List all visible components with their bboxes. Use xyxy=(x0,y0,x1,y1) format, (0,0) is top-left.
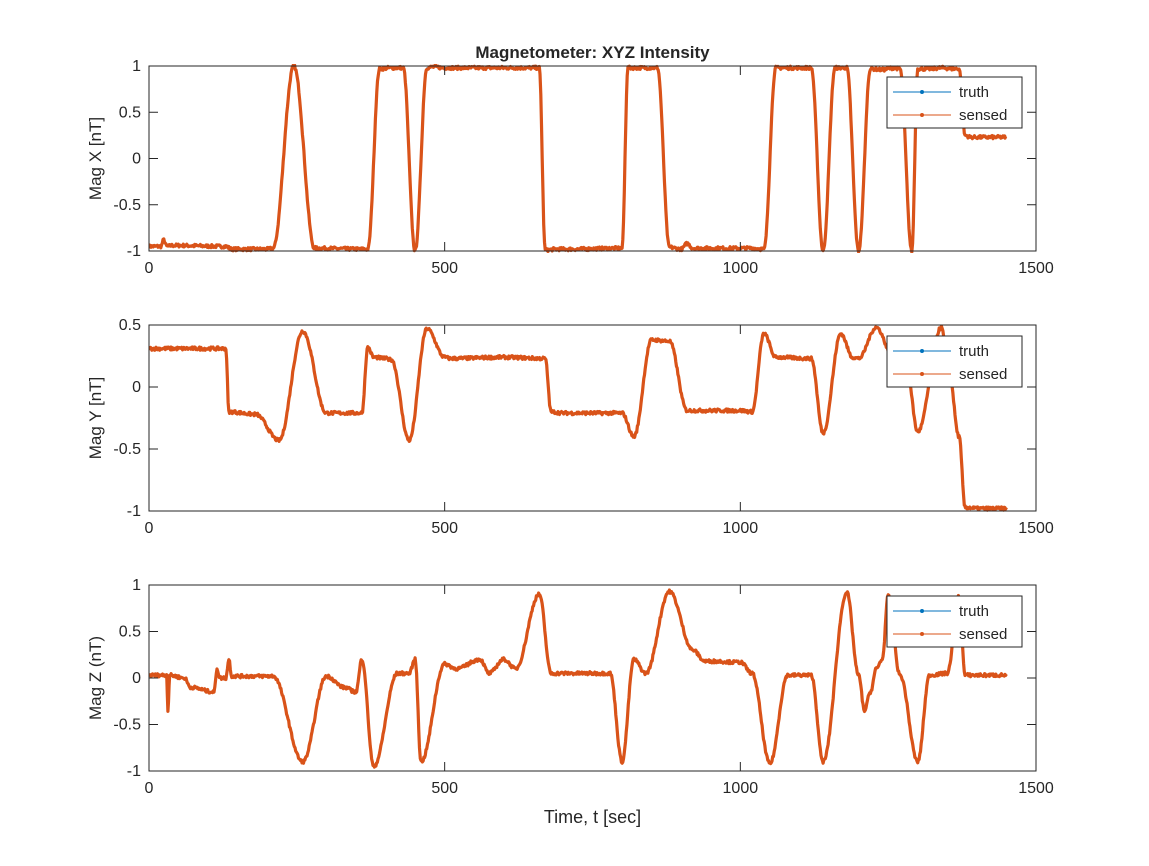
y-tick-label: 1 xyxy=(132,577,141,594)
legend-marker-sensed xyxy=(920,632,924,636)
legend-label-truth: truth xyxy=(959,603,989,620)
y-axis-label: Mag X [nT] xyxy=(86,117,105,200)
legend-box xyxy=(886,335,1023,388)
sensed-line xyxy=(149,324,1008,512)
legend[interactable]: truth sensed xyxy=(886,595,1023,648)
subplot-1: 0 500 1000 1500 -1 -0.5 0 0.5 1 Mag X [nT] Magneto… xyxy=(86,43,1054,277)
y-tick-label: -1 xyxy=(127,763,141,780)
sensed-line xyxy=(149,64,1008,253)
legend-box xyxy=(886,595,1023,648)
x-tick-label: 1000 xyxy=(723,520,759,537)
y-tick-label: -0.5 xyxy=(113,197,141,214)
chart-title: Magnetometer: XYZ Intensity xyxy=(475,43,710,62)
y-tick-label: -1 xyxy=(127,243,141,260)
legend-marker-sensed xyxy=(920,113,924,117)
y-axis-label: Mag Z (nT) xyxy=(86,636,105,720)
legend-box xyxy=(886,76,1023,129)
y-tick-label: 0 xyxy=(132,670,141,687)
x-tick-label: 0 xyxy=(145,780,154,797)
x-tick-label: 1500 xyxy=(1018,260,1054,277)
legend[interactable]: truth sensed xyxy=(886,335,1023,388)
y-tick-label: 1 xyxy=(132,58,141,75)
legend-marker-sensed xyxy=(920,372,924,376)
legend-marker-truth xyxy=(920,90,924,94)
y-axis-label: Mag Y [nT] xyxy=(86,377,105,460)
legend[interactable]: truth sensed xyxy=(886,76,1023,129)
subplot-3: 0 500 1000 1500 -1 -0.5 0 0.5 1 Mag Z (nT) truth se… xyxy=(86,577,1054,827)
y-tick-label: 0 xyxy=(132,379,141,396)
sensed-line xyxy=(149,588,1008,769)
axes-frame xyxy=(148,324,1037,512)
y-tick-label: 0.5 xyxy=(119,317,141,334)
legend-label-sensed: sensed xyxy=(959,626,1007,643)
legend-label-sensed: sensed xyxy=(959,107,1007,124)
x-tick-label: 1000 xyxy=(723,780,759,797)
x-tick-label: 1500 xyxy=(1018,780,1054,797)
plot-area xyxy=(149,324,1008,512)
x-tick-label: 500 xyxy=(431,520,458,537)
x-tick-label: 0 xyxy=(145,260,154,277)
legend-label-truth: truth xyxy=(959,84,989,101)
legend-marker-truth xyxy=(920,349,924,353)
y-tick-label: -0.5 xyxy=(113,441,141,458)
legend-marker-truth xyxy=(920,609,924,613)
y-tick-label: 0 xyxy=(132,151,141,168)
x-tick-label: 1000 xyxy=(723,260,759,277)
legend-label-truth: truth xyxy=(959,343,989,360)
y-tick-label: 0.5 xyxy=(119,624,141,641)
subplot-2: 0 500 1000 1500 -1 -0.5 0 0.5 Mag Y [nT] truth sen… xyxy=(86,317,1054,537)
plot-area xyxy=(149,588,1008,769)
x-axis-label: Time, t [sec] xyxy=(544,807,641,827)
y-tick-label: -0.5 xyxy=(113,717,141,734)
x-tick-label: 1500 xyxy=(1018,520,1054,537)
x-tick-label: 0 xyxy=(145,520,154,537)
x-tick-label: 500 xyxy=(431,780,458,797)
legend-label-sensed: sensed xyxy=(959,366,1007,383)
y-tick-label: -1 xyxy=(127,503,141,520)
x-tick-label: 500 xyxy=(431,260,458,277)
y-tick-label: 0.5 xyxy=(119,104,141,121)
